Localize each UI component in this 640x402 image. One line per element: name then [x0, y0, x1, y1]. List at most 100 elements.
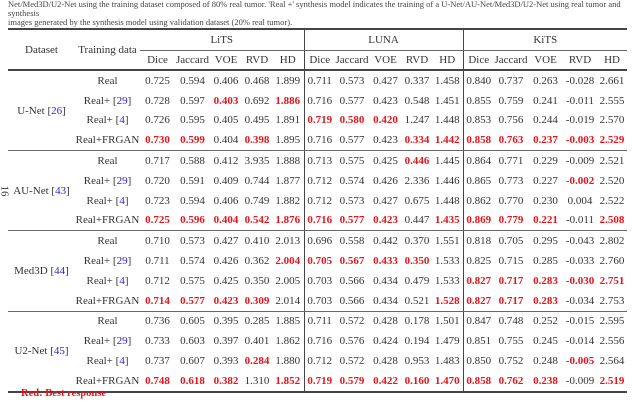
- header-group-luna: LUNA: [303, 28, 463, 51]
- value-cell: 0.395: [213, 315, 239, 328]
- value-cell: 0.573: [339, 74, 365, 87]
- value-cell: 0.696: [303, 230, 335, 252]
- value-cell: 0.726: [145, 114, 170, 127]
- training-data-cell: Real+FRGAN: [75, 290, 140, 312]
- value-cell: -0.030: [565, 274, 595, 287]
- value-cell: 0.692: [244, 94, 270, 107]
- model-name-cell: U2-Net [45]: [8, 311, 75, 393]
- citation-link[interactable]: 44: [54, 264, 66, 277]
- value-cell: 0.577: [175, 290, 210, 312]
- value-cell: 0.577: [339, 94, 365, 107]
- value-cell: 0.865: [462, 170, 494, 191]
- value-cell: 0.723: [145, 194, 170, 207]
- citation-link[interactable]: 4: [119, 355, 125, 368]
- value-cell: 1.882: [275, 194, 301, 207]
- value-cell: 0.779: [494, 210, 528, 232]
- training-data-cell: Real+ [4]: [86, 114, 129, 127]
- value-cell: 0.401: [244, 335, 270, 348]
- value-cell: 0.675: [404, 194, 430, 207]
- value-cell: 1.247: [404, 114, 430, 127]
- value-cell: 1.310: [242, 370, 272, 393]
- value-cell: 0.241: [533, 94, 558, 107]
- citation-link[interactable]: 43: [55, 184, 67, 197]
- table-row: Real+ [4] 0.726 0.595 0.405 0.495 1.891 0.719 0…: [8, 110, 627, 131]
- value-cell: 2.760: [599, 255, 625, 268]
- value-cell: 0.427: [373, 74, 398, 87]
- value-cell: 1.895: [272, 130, 304, 152]
- header-metric-jaccard: Jaccard: [335, 50, 369, 71]
- value-cell: 2.521: [599, 155, 625, 168]
- value-cell: 1.445: [434, 155, 460, 168]
- training-data-label: Real+FRGAN: [75, 214, 140, 227]
- value-cell: 0.558: [339, 235, 365, 248]
- citation-link[interactable]: 26: [51, 104, 63, 117]
- value-cell: 0.716: [303, 90, 335, 111]
- citation-link[interactable]: 29: [116, 335, 128, 348]
- value-cell: 0.725: [145, 74, 170, 87]
- citation-link[interactable]: 4: [119, 274, 125, 287]
- value-cell: 2.753: [597, 290, 628, 312]
- value-cell: 0.577: [335, 130, 369, 152]
- value-cell: 0.864: [462, 150, 494, 171]
- value-cell: 0.566: [339, 274, 365, 287]
- value-cell: 0.566: [335, 290, 369, 312]
- value-cell: 0.703: [303, 290, 335, 312]
- value-cell: 0.425: [373, 155, 398, 168]
- citation-link[interactable]: 29: [116, 255, 128, 268]
- citation-link[interactable]: 29: [116, 174, 128, 187]
- value-cell: 1.451: [434, 94, 460, 107]
- citation-link[interactable]: 45: [53, 345, 65, 358]
- value-cell: 0.755: [498, 335, 524, 348]
- header-metric-jaccard: Jaccard: [175, 50, 210, 71]
- value-cell: 1.876: [272, 210, 304, 232]
- training-data-label: Real: [97, 155, 118, 168]
- value-cell: 0.244: [533, 114, 558, 127]
- value-cell: 1.533: [434, 274, 460, 287]
- value-cell: 0.771: [498, 155, 524, 168]
- value-cell: 0.703: [303, 270, 335, 291]
- model-name: U2-Net: [14, 345, 48, 358]
- value-cell: 0.748: [140, 370, 175, 393]
- value-cell: 2.520: [599, 174, 625, 187]
- value-cell: 0.295: [533, 235, 558, 248]
- header-metric-voe: VOE: [210, 50, 242, 71]
- header-group-lits: LiTS: [140, 28, 304, 51]
- citation-link[interactable]: 4: [119, 194, 125, 207]
- value-cell: 0.712: [303, 351, 335, 371]
- value-cell: 0.398: [242, 130, 272, 152]
- value-cell: 0.227: [533, 174, 558, 187]
- caption-line-1: Net/Med3D/U2-Net using the training data…: [8, 0, 621, 18]
- training-data-label: Real: [97, 74, 118, 87]
- header-metric-dice: Dice: [140, 50, 175, 71]
- value-cell: 2.556: [599, 335, 625, 348]
- value-cell: 0.004: [567, 194, 593, 207]
- value-cell: 0.427: [373, 194, 398, 207]
- value-cell: 0.573: [339, 194, 365, 207]
- value-cell: 0.597: [180, 94, 205, 107]
- value-cell: 0.579: [335, 370, 369, 393]
- value-cell: 0.434: [369, 290, 402, 312]
- header-metric-jaccard: Jaccard: [494, 50, 528, 71]
- value-cell: 0.263: [533, 74, 558, 87]
- value-cell: 0.869: [462, 210, 494, 232]
- table-row: Real+ [29] 0.733 0.603 0.397 0.401 1.862 0.716…: [8, 331, 627, 352]
- value-cell: 0.752: [498, 355, 524, 368]
- value-cell: 0.762: [494, 370, 528, 393]
- value-cell: -0.009: [563, 370, 597, 393]
- training-data-label: Real: [97, 235, 118, 248]
- training-data-cell: Real+FRGAN: [75, 130, 140, 152]
- citation-link[interactable]: 29: [116, 94, 128, 107]
- value-cell: 0.763: [494, 130, 528, 152]
- value-cell: 0.334: [402, 130, 432, 152]
- value-cell: 0.711: [303, 70, 335, 91]
- header-metric-dice: Dice: [462, 50, 494, 71]
- value-cell: 0.730: [140, 130, 175, 152]
- value-cell: 0.605: [180, 315, 205, 328]
- header-metric-rvd: RVD: [402, 50, 432, 71]
- value-cell: -0.011: [563, 210, 597, 232]
- header-group-kits: KiTS: [462, 28, 628, 51]
- value-cell: 0.442: [373, 235, 398, 248]
- value-cell: 0.714: [140, 290, 175, 312]
- citation-link[interactable]: 4: [119, 114, 125, 127]
- value-cell: 0.446: [404, 155, 430, 168]
